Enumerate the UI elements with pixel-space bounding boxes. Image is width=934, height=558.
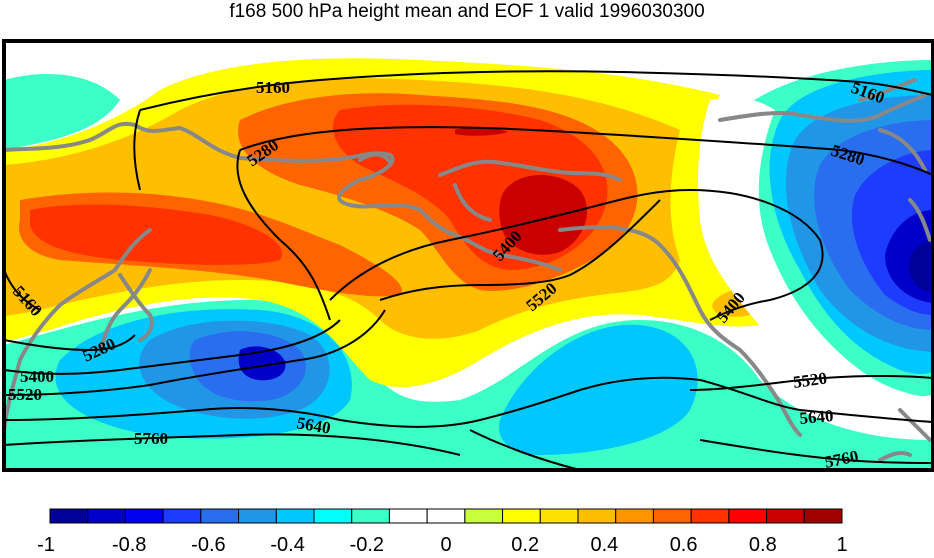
- colorbar-swatch: [162, 508, 202, 524]
- contour-label-5400-left: 5400: [20, 367, 54, 386]
- height-contours: [4, 70, 933, 470]
- contour-5280: [4, 126, 933, 352]
- colorbar-tick-label: 0: [440, 534, 452, 556]
- coastline-north: [4, 121, 562, 272]
- cyan-left-patch: [4, 74, 120, 150]
- colorbar-tick-label: -0.2: [349, 534, 385, 556]
- shaded-eof-field: [4, 41, 933, 470]
- colorbar-swatch: [464, 508, 504, 524]
- redorange-west: [30, 204, 282, 265]
- colorbar-swatch: [49, 508, 89, 524]
- colorbar-swatch: [615, 508, 654, 524]
- colorbar-swatch: [200, 508, 240, 524]
- colorbar-swatch: [87, 508, 126, 524]
- darkred-core: [499, 175, 588, 255]
- colorbar-swatch: [690, 508, 730, 524]
- contour-label-5640-right: 5640: [799, 406, 835, 428]
- colorbar-tick-label: 0.4: [590, 534, 619, 556]
- coastline-europe: [878, 198, 932, 462]
- colorbar-swatch: [652, 508, 692, 524]
- coastlines: [4, 78, 932, 462]
- contour-label-5760-left: 5760: [134, 429, 168, 448]
- colorbar-swatch: [388, 508, 428, 524]
- white-east-gap: [698, 98, 933, 420]
- contour-5520: [4, 199, 933, 396]
- colorbar-swatch: [426, 508, 466, 524]
- colorbar-swatch: [275, 508, 315, 524]
- colorbar-swatch: [577, 508, 617, 524]
- contour-5400: [4, 188, 824, 375]
- blue-sw-3: [238, 346, 286, 381]
- contour-5640: [4, 376, 933, 428]
- contour-5760: [4, 429, 933, 470]
- contour-label-5520-left: 5520: [8, 385, 42, 404]
- colorbar-tick-label: -1: [37, 534, 55, 556]
- blue-east-5: [908, 240, 933, 292]
- coastline-asia-west: [4, 228, 152, 432]
- colorbar-tick-label: 0.8: [748, 534, 777, 556]
- contour-label-5160-top: 5160: [256, 78, 290, 97]
- colorbar-swatch: [313, 508, 353, 524]
- colorbar-tick-label: -0.8: [111, 534, 147, 556]
- coastline-hudson: [358, 152, 622, 222]
- map-title: f168 500 hPa height mean and EOF 1 valid…: [229, 1, 705, 22]
- colorbar-tick-label: 0.2: [511, 534, 540, 556]
- colorbar-swatch: [803, 508, 843, 524]
- colorbar-tick-label: -0.4: [270, 534, 305, 556]
- colorbar-swatch: [238, 508, 277, 524]
- colorbar-swatch: [124, 508, 164, 524]
- colorbar-swatch: [728, 508, 768, 524]
- coastline-america: [558, 225, 802, 437]
- colorbar-tick-label: 0.6: [669, 534, 698, 556]
- map-frame: [2, 39, 934, 472]
- colorbar-swatch: [766, 508, 805, 524]
- colorbar-swatch: [351, 508, 390, 524]
- coastline-greenland: [718, 78, 927, 172]
- colorbar-swatch: [502, 508, 541, 524]
- lightblue-south-central: [499, 324, 698, 455]
- colorbar-tick-label: -0.6: [191, 534, 226, 556]
- contour-label-5520-right: 5520: [792, 368, 828, 392]
- colorbar-tick-label: 1: [836, 534, 848, 556]
- colorbar-swatch: [539, 508, 579, 524]
- colorbar: [49, 508, 843, 524]
- coastline-kamchatka: [118, 273, 154, 342]
- darkred-small: [455, 127, 508, 136]
